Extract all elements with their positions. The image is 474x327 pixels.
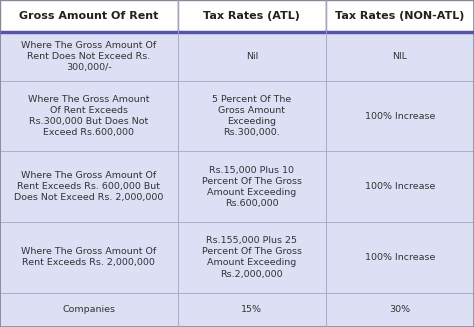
Text: Where The Gross Amount Of
Rent Exceeds Rs. 2,000,000: Where The Gross Amount Of Rent Exceeds R… [21, 247, 156, 267]
Text: Tax Rates (NON-ATL): Tax Rates (NON-ATL) [335, 11, 465, 21]
Bar [326, 32, 474, 81]
Text: 5 Percent Of The
Gross Amount
Exceeding
Rs.300,000.: 5 Percent Of The Gross Amount Exceeding … [212, 95, 292, 137]
Bar [0, 222, 178, 293]
Bar [178, 293, 326, 327]
Text: Nil: Nil [246, 52, 258, 61]
Text: Rs.15,000 Plus 10
Percent Of The Gross
Amount Exceeding
Rs.600,000: Rs.15,000 Plus 10 Percent Of The Gross A… [202, 165, 302, 208]
Text: Gross Amount Of Rent: Gross Amount Of Rent [19, 11, 159, 21]
Bar [326, 222, 474, 293]
Bar [178, 151, 326, 222]
Bar [178, 222, 326, 293]
Text: 100% Increase: 100% Increase [365, 182, 435, 191]
Bar [326, 151, 474, 222]
Bar [178, 0, 326, 32]
Text: Rs.155,000 Plus 25
Percent Of The Gross
Amount Exceeding
Rs.2,000,000: Rs.155,000 Plus 25 Percent Of The Gross … [202, 236, 302, 279]
Text: Where The Gross Amount Of
Rent Does Not Exceed Rs.
300,000/-: Where The Gross Amount Of Rent Does Not … [21, 41, 156, 72]
Text: Companies: Companies [63, 305, 115, 314]
Bar [0, 0, 178, 32]
Bar [326, 293, 474, 327]
Bar [0, 81, 178, 151]
Text: 15%: 15% [241, 305, 262, 314]
Text: 30%: 30% [389, 305, 410, 314]
Text: 100% Increase: 100% Increase [365, 253, 435, 262]
Text: Tax Rates (ATL): Tax Rates (ATL) [203, 11, 300, 21]
Bar [0, 293, 178, 327]
Text: 100% Increase: 100% Increase [365, 112, 435, 121]
Bar [178, 81, 326, 151]
Text: Where The Gross Amount
Of Rent Exceeds
Rs.300,000 But Does Not
Exceed Rs.600,000: Where The Gross Amount Of Rent Exceeds R… [28, 95, 150, 137]
Bar [0, 32, 178, 81]
Bar [326, 0, 474, 32]
Text: Where The Gross Amount Of
Rent Exceeds Rs. 600,000 But
Does Not Exceed Rs. 2,000: Where The Gross Amount Of Rent Exceeds R… [14, 171, 164, 202]
Bar [0, 151, 178, 222]
Text: NIL: NIL [392, 52, 408, 61]
Bar [326, 81, 474, 151]
Bar [178, 32, 326, 81]
